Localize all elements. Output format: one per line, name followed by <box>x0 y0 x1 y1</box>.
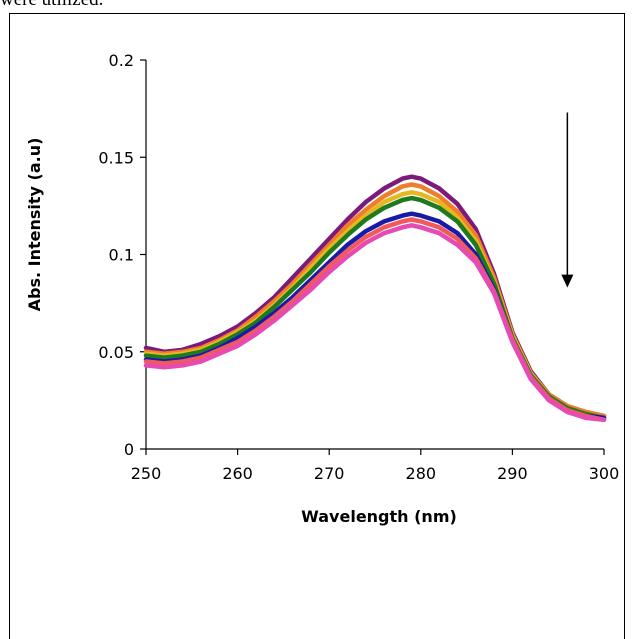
y-tick-label: 0.1 <box>109 246 134 265</box>
down-arrow-annotation <box>561 112 574 288</box>
y-ticks: 0 0.05 0.1 0.15 0.2 <box>98 51 146 459</box>
caption-fragment: were utilized. <box>0 0 103 11</box>
series-line-6 <box>143 217 607 423</box>
y-tick-label: 0.15 <box>98 148 134 167</box>
x-axis-title: Wavelength (nm) <box>301 507 457 526</box>
x-tick-label: 280 <box>406 464 437 483</box>
y-tick-label: 0.05 <box>98 343 134 362</box>
x-tick-label: 260 <box>222 464 253 483</box>
x-tick-label: 250 <box>131 464 162 483</box>
figure-frame <box>9 13 625 639</box>
y-axis-title: Abs. Intensity (a.u) <box>25 138 44 312</box>
x-tick-label: 300 <box>589 464 620 483</box>
x-ticks: 250 260 270 280 290 300 <box>131 449 620 483</box>
y-tick-label: 0.2 <box>109 51 134 70</box>
arrow-head <box>561 274 574 288</box>
x-tick-label: 270 <box>314 464 345 483</box>
series-line-7 <box>143 223 607 423</box>
series-group <box>143 174 607 423</box>
y-tick-label: 0 <box>124 440 134 459</box>
axes <box>145 60 604 450</box>
x-tick-label: 290 <box>497 464 528 483</box>
